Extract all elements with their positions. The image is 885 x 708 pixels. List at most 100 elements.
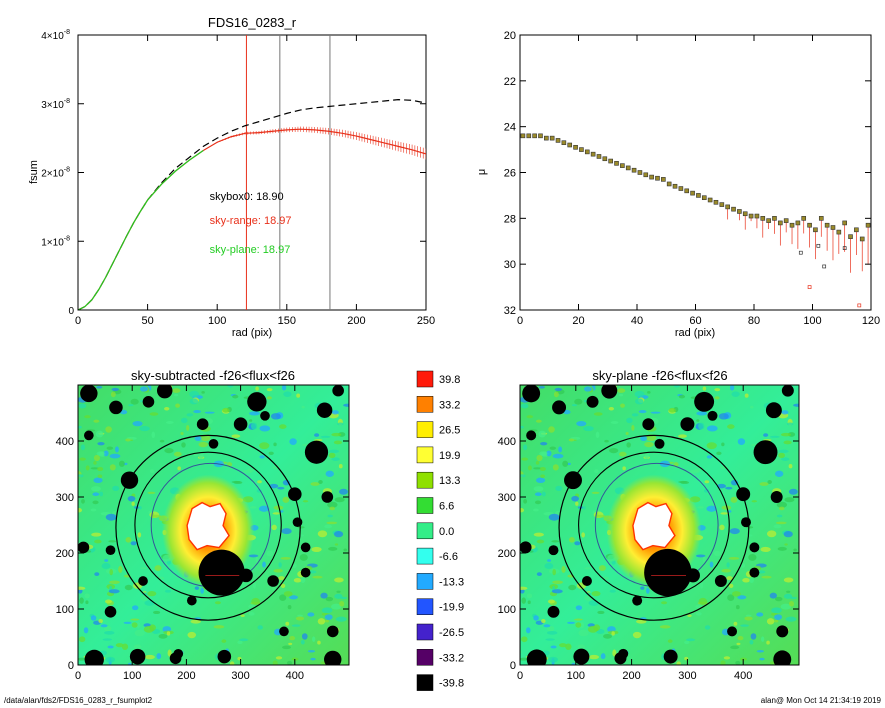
star-mask xyxy=(654,438,665,449)
noise-blob xyxy=(198,441,209,448)
data-point xyxy=(631,167,637,173)
noise-blob xyxy=(334,543,339,546)
noise-blob xyxy=(98,618,103,624)
noise-blob xyxy=(714,396,720,400)
noise-blob xyxy=(673,385,681,388)
noise-blob xyxy=(640,586,645,590)
noise-blob xyxy=(100,624,108,628)
noise-blob xyxy=(325,596,334,602)
noise-blob xyxy=(574,618,584,621)
noise-blob xyxy=(721,568,731,573)
noise-blob xyxy=(127,495,136,502)
noise-blob xyxy=(99,491,104,497)
noise-blob xyxy=(526,593,533,599)
noise-blob xyxy=(551,540,560,543)
noise-blob xyxy=(577,644,586,650)
noise-blob xyxy=(266,388,273,392)
mu-y-ticks: 20 22 24 26 28 30 32 xyxy=(504,30,871,317)
noise-blob xyxy=(735,604,740,610)
colorbar-label: 33.2 xyxy=(439,399,460,411)
noise-blob xyxy=(725,486,733,490)
noise-blob xyxy=(612,649,617,657)
noise-blob xyxy=(788,464,793,469)
star-mask xyxy=(753,440,778,465)
noise-blob xyxy=(280,583,286,589)
noise-blob xyxy=(647,391,651,394)
noise-blob xyxy=(140,567,148,570)
noise-blob xyxy=(78,403,87,409)
noise-blob xyxy=(583,386,592,392)
data-point xyxy=(684,188,690,194)
data-point xyxy=(772,216,777,221)
noise-blob xyxy=(339,488,348,495)
noise-blob xyxy=(547,559,552,562)
noise-blob xyxy=(785,616,797,622)
noise-blob xyxy=(546,625,555,632)
noise-blob xyxy=(778,452,785,459)
noise-blob xyxy=(600,653,606,660)
noise-blob xyxy=(640,435,648,441)
noise-blob xyxy=(199,434,211,442)
noise-blob xyxy=(190,619,202,624)
x-tick-label: 100 xyxy=(567,670,585,682)
noise-blob xyxy=(575,605,583,611)
noise-blob xyxy=(317,530,328,538)
y-tick-label: 1×10-8 xyxy=(41,235,70,248)
noise-blob xyxy=(292,563,297,568)
noise-blob xyxy=(575,501,579,506)
noise-blob xyxy=(320,435,331,438)
noise-blob xyxy=(536,539,545,544)
noise-blob xyxy=(272,586,276,591)
data-point xyxy=(842,220,847,226)
noise-blob xyxy=(104,599,112,604)
noise-blob xyxy=(273,568,283,573)
noise-blob xyxy=(181,417,188,424)
noise-blob xyxy=(307,612,315,617)
noise-blob xyxy=(102,638,112,641)
noise-blob xyxy=(729,385,735,391)
noise-blob xyxy=(314,433,320,437)
noise-blob xyxy=(766,640,770,645)
noise-blob xyxy=(97,441,105,446)
star-mask xyxy=(300,567,311,578)
noise-blob xyxy=(534,492,542,497)
noise-blob xyxy=(166,631,171,636)
noise-blob xyxy=(288,595,298,600)
noise-blob xyxy=(173,393,179,397)
annotation-2: sky-plane: 18.97 xyxy=(210,244,291,256)
star-mask xyxy=(749,567,760,578)
noise-blob xyxy=(549,446,557,450)
data-point xyxy=(567,142,573,148)
x-tick-label: 200 xyxy=(177,670,195,682)
x-tick-label: 0 xyxy=(75,670,81,682)
y-tick-label: 100 xyxy=(498,604,516,616)
noise-blob xyxy=(667,639,673,643)
star-mask xyxy=(260,410,270,421)
noise-blob xyxy=(698,422,705,430)
noise-blob xyxy=(558,446,563,453)
star-mask xyxy=(292,517,303,528)
star-mask xyxy=(736,487,751,502)
data-point xyxy=(807,222,812,228)
star-mask xyxy=(156,385,173,399)
noise-blob xyxy=(786,422,794,426)
noise-blob xyxy=(331,432,342,437)
colorbar-swatch xyxy=(416,497,434,514)
y-tick-label: 300 xyxy=(498,492,516,504)
sky-subtracted-y-ticks: 0 100 200 300 400 xyxy=(56,436,349,672)
noise-blob xyxy=(737,438,746,445)
noise-blob xyxy=(749,639,754,645)
noise-blob xyxy=(110,391,116,398)
star-mask xyxy=(78,541,90,554)
noise-blob xyxy=(95,430,104,438)
noise-blob xyxy=(744,393,749,398)
noise-blob xyxy=(561,565,566,573)
x-tick-label: 200 xyxy=(347,315,365,327)
noise-blob xyxy=(173,451,182,457)
noise-blob xyxy=(745,614,752,617)
noise-blob xyxy=(107,645,114,649)
data-point xyxy=(795,220,801,226)
noise-blob xyxy=(213,625,225,629)
colorbar-label: 13.3 xyxy=(439,475,460,487)
data-point xyxy=(549,135,555,141)
